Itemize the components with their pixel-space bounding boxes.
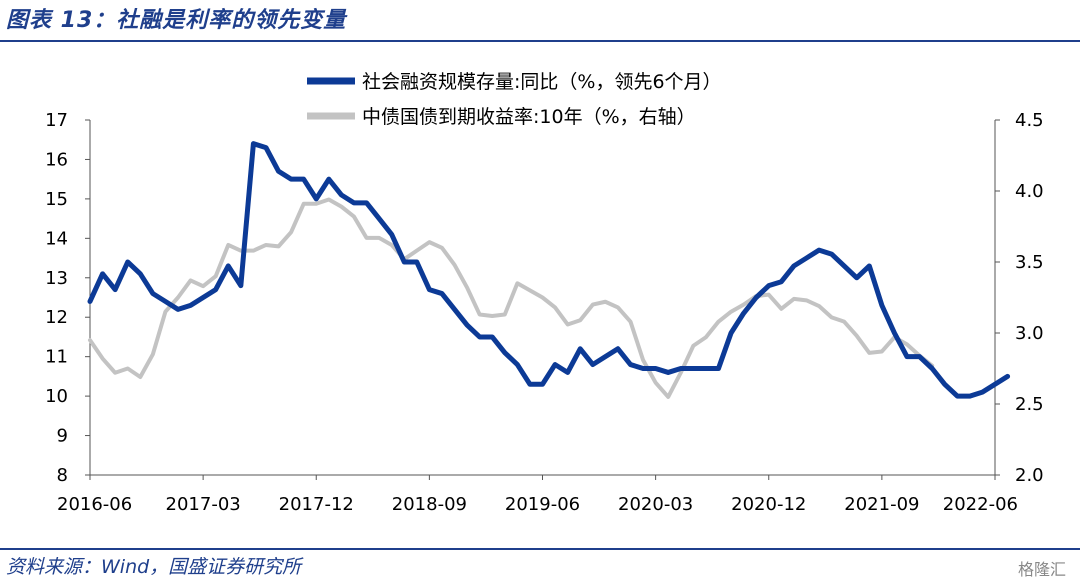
left-tick-label: 14 (45, 228, 68, 249)
right-tick-label: 2.0 (1015, 465, 1044, 486)
series-line-bond-yield (88, 197, 935, 399)
left-tick-label: 9 (57, 426, 68, 447)
left-tick-label: 16 (45, 149, 68, 170)
x-tick-label: 2017-12 (279, 494, 354, 515)
footer-rule (0, 548, 1080, 550)
chart-title: 图表 13：社融是利率的领先变量 (6, 8, 347, 33)
watermark-logo: 格隆汇 (1017, 560, 1066, 579)
x-tick-label: 2019-06 (505, 494, 580, 515)
right-tick-label: 2.5 (1015, 394, 1044, 415)
legend-label-bond-yield: 中债国债到期收益率:10年（%，右轴） (362, 106, 696, 128)
left-tick-label: 17 (45, 110, 68, 131)
right-tick-label: 3.5 (1015, 252, 1044, 273)
x-tick-label: 2022-06 (943, 494, 1018, 515)
x-tick-label: 2018-09 (392, 494, 467, 515)
chart-axes: 8 9 10 11 12 13 14 15 16 17 2.0 2.5 3.0 3.5 4.0 4.5 2016… (45, 110, 1044, 515)
x-tick-label: 2017-03 (166, 494, 241, 515)
x-tick-label: 2016-06 (57, 494, 132, 515)
x-tick-label: 2020-12 (731, 494, 806, 515)
legend-label-social-financing: 社会融资规模存量:同比（%，领先6个月） (362, 71, 722, 93)
x-tick-label: 2020-03 (618, 494, 693, 515)
right-tick-label: 3.0 (1015, 323, 1044, 344)
right-tick-label: 4.5 (1015, 110, 1044, 131)
right-tick-label: 4.0 (1015, 181, 1044, 202)
x-tick-label: 2021-09 (844, 494, 919, 515)
header-rule (0, 40, 1080, 42)
source-note: 资料来源：Wind，国盛证券研究所 (6, 556, 302, 578)
line-chart: 8 9 10 11 12 13 14 15 16 17 2.0 2.5 3.0 3.5 4.0 4.5 2016… (45, 71, 1044, 515)
left-tick-label: 8 (57, 465, 68, 486)
chart-series (87, 141, 1011, 399)
left-tick-label: 11 (45, 347, 68, 368)
left-tick-label: 15 (45, 189, 68, 210)
left-tick-label: 12 (45, 307, 68, 328)
chart-legend: 社会融资规模存量:同比（%，领先6个月） 中债国债到期收益率:10年（%，右轴） (307, 71, 722, 128)
left-tick-label: 13 (45, 268, 68, 289)
left-tick-label: 10 (45, 386, 68, 407)
series-line-social-financing (87, 141, 1011, 399)
